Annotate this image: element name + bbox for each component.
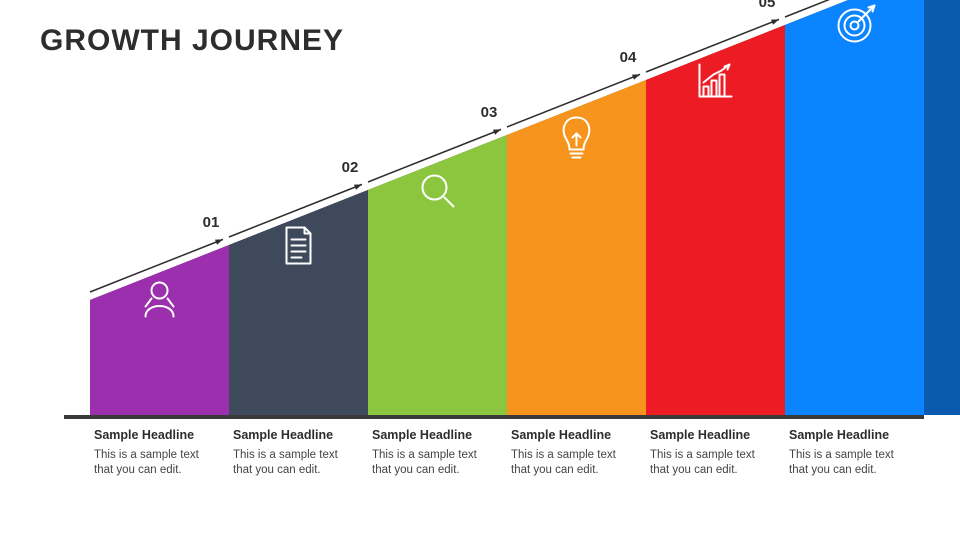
arrow-head-2	[354, 184, 362, 189]
arrow-head-1	[215, 239, 223, 244]
caption-headline: Sample Headline	[233, 428, 358, 444]
caption-2: Sample Headline This is a sample text tha…	[229, 420, 368, 479]
caption-headline: Sample Headline	[94, 428, 219, 444]
caption-body: This is a sample text that you can edit.	[94, 448, 219, 479]
bar-face-4	[507, 80, 646, 415]
arrow-head-3	[493, 129, 501, 134]
caption-body: This is a sample text that you can edit.	[233, 448, 358, 479]
caption-4: Sample Headline This is a sample text tha…	[507, 420, 646, 479]
caption-3: Sample Headline This is a sample text tha…	[368, 420, 507, 479]
caption-body: This is a sample text that you can edit.	[789, 448, 914, 479]
step-number-3: 03	[481, 104, 498, 121]
arrow-head-5	[771, 19, 779, 24]
caption-body: This is a sample text that you can edit.	[372, 448, 497, 479]
bar-face-1	[90, 245, 229, 415]
bar-face-3	[368, 135, 507, 415]
caption-5: Sample Headline This is a sample text tha…	[646, 420, 785, 479]
caption-body: This is a sample text that you can edit.	[650, 448, 775, 479]
caption-body: This is a sample text that you can edit.	[511, 448, 636, 479]
step-number-1: 01	[203, 214, 220, 231]
caption-headline: Sample Headline	[372, 428, 497, 444]
caption-6: Sample Headline This is a sample text tha…	[785, 420, 924, 479]
arrow-head-4	[632, 74, 640, 79]
bar-face-2	[229, 190, 368, 415]
bar-face-6	[785, 0, 924, 415]
caption-1: Sample Headline This is a sample text tha…	[90, 420, 229, 479]
captions-row: Sample Headline This is a sample text tha…	[90, 420, 924, 479]
caption-headline: Sample Headline	[789, 428, 914, 444]
step-number-5: 05	[759, 0, 776, 11]
step-number-4: 04	[620, 49, 637, 66]
front-faces	[90, 0, 924, 415]
caption-headline: Sample Headline	[650, 428, 775, 444]
caption-headline: Sample Headline	[511, 428, 636, 444]
step-number-2: 02	[342, 159, 359, 176]
